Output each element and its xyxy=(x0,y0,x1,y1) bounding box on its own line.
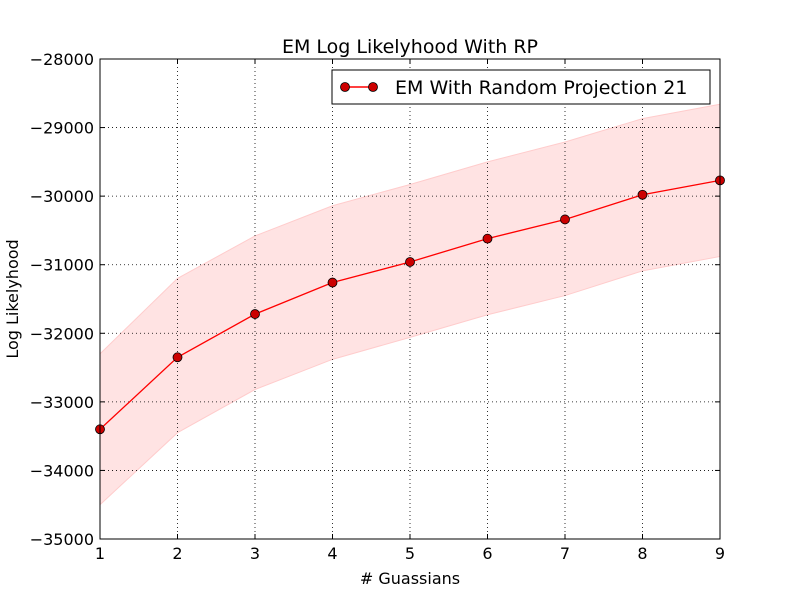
y-tick-label: −29000 xyxy=(30,119,94,138)
confidence-band xyxy=(99,103,721,506)
legend-marker-right xyxy=(368,82,378,92)
y-tick-label: −33000 xyxy=(30,393,94,412)
x-axis-label: # Guassians xyxy=(360,569,460,588)
data-point xyxy=(482,233,493,244)
confidence-band-layer xyxy=(99,103,721,506)
legend-marker-left xyxy=(340,82,350,92)
y-tick-label: −32000 xyxy=(30,324,94,343)
y-tick-label: −28000 xyxy=(30,50,94,69)
data-point xyxy=(172,352,183,363)
legend-box xyxy=(331,69,711,105)
y-axis-label: Log Likelyhood xyxy=(3,239,22,358)
chart-title: EM Log Likelyhood With RP xyxy=(282,36,538,58)
x-tick-label: 9 xyxy=(715,544,725,563)
data-point xyxy=(405,257,415,267)
data-point xyxy=(250,309,260,319)
data-point xyxy=(560,214,570,225)
legend: EM With Random Projection 21 xyxy=(331,69,711,105)
x-axis-ticks: 1 2 3 4 5 6 7 8 9 xyxy=(95,59,725,563)
y-tick-label: −30000 xyxy=(30,187,94,206)
data-point xyxy=(637,189,648,200)
legend-entry-label: EM With Random Projection 21 xyxy=(395,77,688,99)
grid-layer xyxy=(100,59,720,539)
y-axis-ticks: −35000 −34000 −33000 −32000 −31000 −30000 −290… xyxy=(30,50,720,549)
x-tick-label: 2 xyxy=(172,544,182,563)
x-tick-label: 1 xyxy=(95,544,105,563)
x-tick-label: 6 xyxy=(482,544,492,563)
y-tick-label: −35000 xyxy=(30,530,94,549)
x-tick-label: 3 xyxy=(250,544,260,563)
y-tick-label: −31000 xyxy=(30,256,94,275)
x-tick-label: 5 xyxy=(405,544,415,563)
x-tick-label: 8 xyxy=(637,544,647,563)
y-tick-label: −34000 xyxy=(30,461,94,480)
x-tick-label: 4 xyxy=(327,544,337,563)
data-point xyxy=(327,277,338,288)
x-tick-label: 7 xyxy=(560,544,570,563)
